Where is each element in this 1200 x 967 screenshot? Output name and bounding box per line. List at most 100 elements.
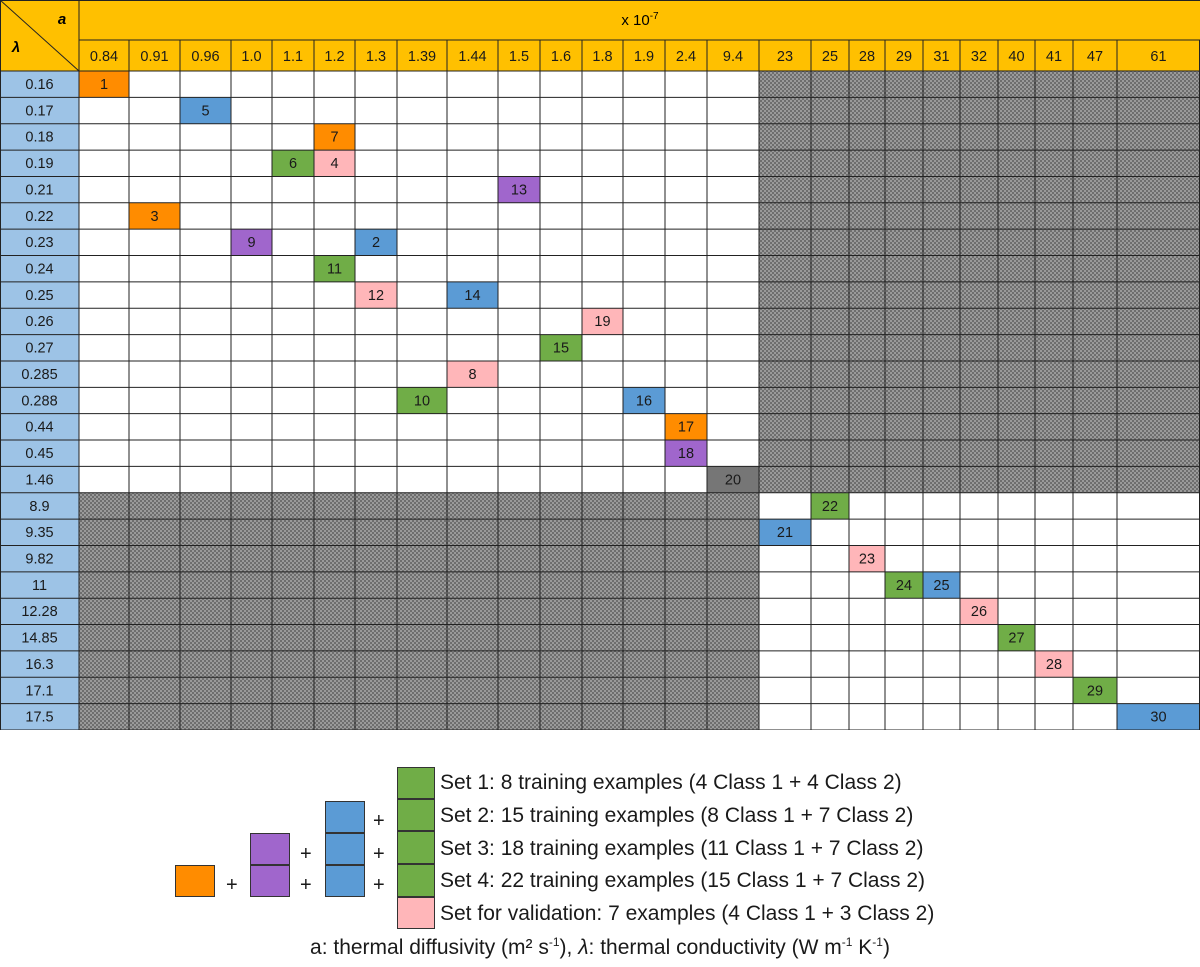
lambda-header-cell [0,624,79,651]
lambda-value-label: 0.288 [21,393,57,409]
sample-cell-blue [447,281,498,309]
sample-number: 20 [725,472,741,488]
lambda-header-cell [0,150,79,177]
lambda-header-cell [0,545,79,572]
legend-orange-swatch [175,865,215,897]
sample-cell-green [397,387,447,414]
plus-sign: + [373,843,385,865]
sample-cell-green [540,334,582,361]
a-value-label: 47 [1087,49,1103,65]
a-header-cell [79,40,129,71]
a-value-label: 40 [1008,49,1024,65]
a-value-label: 1.0 [241,49,261,65]
a-value-label: 32 [971,49,987,65]
legend-blue-swatch [325,801,365,833]
lambda-axis-symbol: λ [11,39,20,56]
a-value-label: 1.3 [366,49,386,65]
sample-number: 12 [368,288,384,304]
plus-sign: + [373,810,385,832]
corner-diagonal [0,0,80,72]
sample-number: 18 [678,446,694,462]
sample-number: 19 [594,314,610,330]
lambda-value-label: 8.9 [29,499,49,515]
lambda-header-cell [0,229,79,256]
grid-lines [0,0,1200,730]
plus-sign: + [226,874,238,896]
lambda-value-label: 0.27 [25,341,53,357]
a-value-label: 1.5 [509,49,529,65]
sample-number: 29 [1087,683,1103,699]
sample-number: 25 [933,578,949,594]
legend-set1-text: Set 1: 8 training examples (4 Class 1 + … [440,771,902,794]
a-header-cell [498,40,540,71]
sample-number: 6 [289,156,297,172]
a-header-cell [923,40,960,71]
sample-cell-pink [849,545,885,572]
sample-number: 11 [327,262,342,278]
lambda-header-cell [0,176,79,203]
lambda-value-label: 16.3 [25,657,53,673]
excluded-region [79,492,759,730]
lambda-header-cell [0,650,79,678]
lambda-value-label: 0.16 [25,77,53,93]
sample-number: 30 [1150,710,1166,726]
lambda-header-cell [0,466,79,493]
sample-number: 21 [777,525,793,541]
a-value-label: 0.96 [191,49,219,65]
lambda-header-cell [0,97,79,124]
a-value-label: 23 [777,49,793,65]
legend-validation-text: Set for validation: 7 examples (4 Class … [440,902,935,925]
lambda-header-cell [0,413,79,441]
lambda-header-cell [0,571,79,599]
a-header-cell [1117,40,1200,71]
sample-cell-pink [314,150,355,177]
a-header-cell [397,40,447,71]
a-header-cell [231,40,272,71]
lambda-value-label: 0.24 [25,262,53,278]
a-header-cell [355,40,397,71]
sample-number: 28 [1046,657,1062,673]
sample-cell-blue [180,97,231,124]
sample-number: 17 [678,420,694,436]
a-header-cell [885,40,923,71]
lambda-value-label: 0.45 [25,446,53,462]
lambda-header-cell [0,387,79,414]
a-value-label: 0.91 [140,49,168,65]
a-value-label: 1.6 [551,49,571,65]
sample-number: 15 [553,341,569,357]
lambda-value-label: 11 [32,578,47,594]
legend-blue-swatch [325,833,365,865]
a-value-label: 29 [896,49,912,65]
experiment-grid: a λ x 10-7 0.84 0.91 0.96 1.0 1.1 1.2 1.3 1.39 1… [0,0,1200,730]
a-header-cell [582,40,623,71]
lambda-value-label: 17.1 [25,683,53,699]
a-header-cell [665,40,707,71]
lambda-header-cell [0,123,79,151]
legend-purple-swatch [250,865,290,897]
a-axis-symbol: a [58,11,66,28]
scale-header-cell [79,0,1200,40]
a-value-label: 31 [933,49,949,65]
legend-set3-text: Set 3: 18 training examples (11 Class 1 … [440,837,924,860]
lambda-header-cell [0,308,79,335]
sample-cell-blue [623,387,665,414]
sample-number: 2 [372,235,380,251]
sample-cell-pink [582,308,623,335]
sample-cell-blue [759,519,811,546]
sample-cell-green [885,571,923,599]
lambda-value-label: 9.35 [25,525,53,541]
sample-cell-gray [707,466,759,493]
a-header-cell [272,40,314,71]
legend-green-swatch [397,799,435,831]
sample-cell-purple [231,229,272,256]
sample-number: 23 [859,551,875,567]
sample-number: 10 [414,393,430,409]
lambda-header-cell [0,360,79,388]
sample-number: 7 [330,130,338,146]
a-header-cell [759,40,811,71]
a-header-cell [811,40,849,71]
a-header-cell [707,40,759,71]
header-layer: a λ x 10-7 0.84 0.91 0.96 1.0 1.1 1.2 1.3 1.39 1… [0,0,1200,730]
legend-set4-text: Set 4: 22 training examples (15 Class 1 … [440,869,925,892]
sample-cell-pink [447,360,498,388]
